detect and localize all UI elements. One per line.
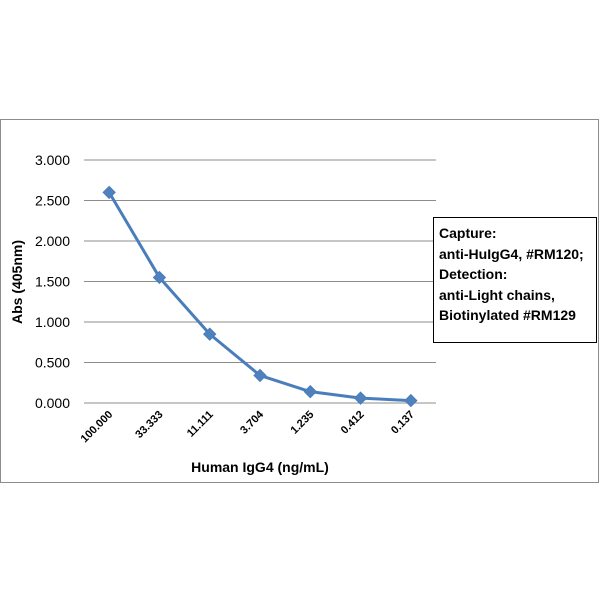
annotation-line: Detection: [439,266,508,282]
x-axis-ticks: 100.000 33.333 11.111 3.704 1.235 0.412 0.137 [79,408,417,445]
y-tick-label: 1.000 [35,314,70,330]
y-tick-label: 2.000 [35,233,70,249]
gridlines [84,159,436,404]
x-axis-title: Human IgG4 (ng/mL) [191,459,329,475]
data-point [102,185,116,200]
x-tick-label: 100.000 [79,409,116,446]
data-markers [102,185,418,408]
data-point [404,393,418,408]
x-tick-label: 3.704 [238,408,267,437]
annotation-line: anti-Light chains, [439,286,555,303]
annotation-line: Capture: [439,225,497,241]
annotation-box: Capture: anti-HuIgG4, #RM120; Detection:… [433,217,597,343]
y-tick-label: 1.500 [35,274,70,290]
y-tick-label: 0.500 [35,355,70,371]
annotation-line: anti-HuIgG4, #RM120; [439,245,584,262]
x-tick-label: 11.111 [185,409,216,440]
data-point [203,327,217,341]
y-tick-label: 2.500 [35,193,70,209]
data-point [253,368,267,383]
annotation-line: Biotinylated #RM129 [439,307,576,323]
x-tick-label: 0.137 [389,409,417,437]
y-tick-label: 0.000 [35,395,70,411]
y-axis-title: Abs (405nm) [9,240,25,324]
x-tick-label: 1.235 [288,409,316,437]
x-tick-label: 0.412 [339,409,367,437]
y-axis-ticks: 0.000 0.500 1.000 1.500 2.000 2.500 3.000 [35,152,70,411]
data-point [152,270,167,285]
y-tick-label: 3.000 [35,152,70,168]
data-point [353,391,368,405]
data-point [303,384,317,399]
x-tick-label: 33.333 [133,409,165,441]
